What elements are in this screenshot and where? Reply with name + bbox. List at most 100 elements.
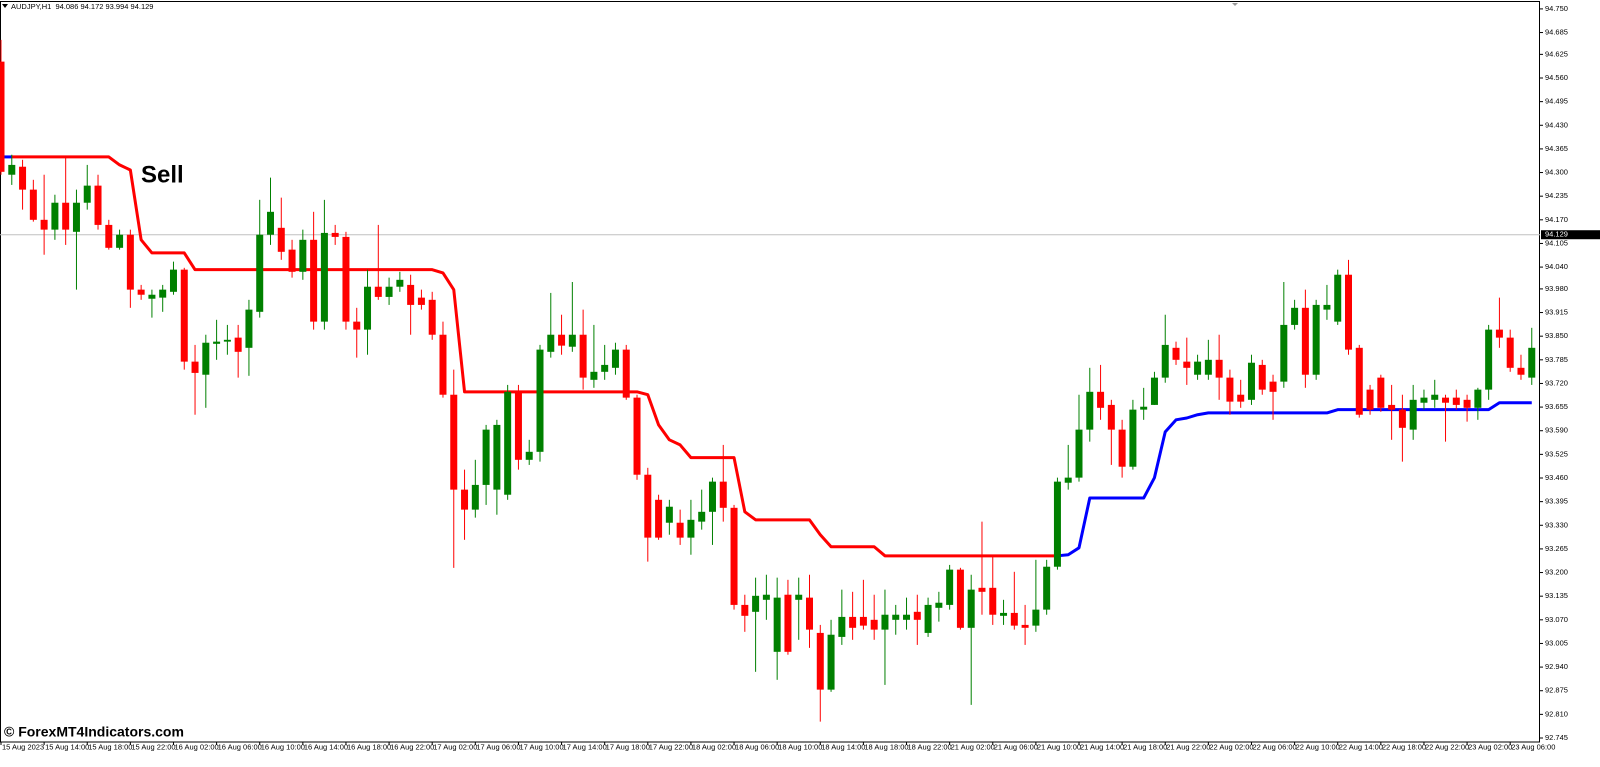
y-tick-label: 93.135 (1545, 591, 1568, 600)
candle-body (795, 594, 803, 600)
candle-body (568, 334, 576, 347)
candle-body (1053, 481, 1061, 567)
candle-body (450, 394, 458, 490)
candle-body (267, 211, 274, 235)
y-tick-label: 93.460 (1545, 473, 1568, 482)
candle-body (202, 342, 210, 375)
candle-body (1129, 409, 1137, 467)
y-tick-label: 93.785 (1545, 355, 1568, 364)
candle-body (665, 506, 673, 523)
candle-body (256, 234, 264, 312)
y-tick-label: 94.560 (1545, 73, 1568, 82)
x-tick-label: 21 Aug 14:00 (1080, 742, 1124, 751)
candle-body (245, 309, 253, 348)
candle-body (83, 185, 91, 203)
candle-body (493, 424, 501, 490)
candle-body (601, 364, 609, 372)
candle-body (1409, 399, 1417, 430)
x-tick-label: 16 Aug 18:00 (347, 742, 391, 751)
candle-body (913, 611, 921, 620)
candle-body (62, 202, 70, 230)
candle-body (1043, 566, 1051, 610)
candle-body (870, 619, 878, 630)
y-tick-label: 93.525 (1545, 449, 1568, 458)
candle-body (213, 341, 221, 344)
candle-body (978, 587, 986, 592)
candle-body (105, 224, 113, 248)
candle-body (1345, 274, 1352, 350)
candle-body (1269, 381, 1277, 392)
candle-body (881, 614, 889, 630)
candle-body (536, 349, 544, 452)
y-tick-label: 93.395 (1545, 497, 1568, 506)
candle-body (892, 614, 900, 620)
candle-body (1398, 409, 1406, 428)
x-tick-label: 17 Aug 02:00 (433, 742, 477, 751)
candle-body (924, 604, 932, 633)
candle-body (838, 616, 846, 637)
candle-body (816, 632, 824, 690)
candle-body (1140, 406, 1148, 410)
y-tick-label: 93.915 (1545, 308, 1568, 317)
candle-body (1485, 329, 1493, 390)
candle-body (72, 202, 80, 232)
candle-body (946, 569, 954, 605)
candle-body (320, 232, 328, 322)
candle-body (353, 321, 361, 330)
candle-body (719, 481, 727, 508)
x-tick-label: 16 Aug 10:00 (261, 742, 305, 751)
y-tick-label: 94.040 (1545, 262, 1568, 271)
candle-body (762, 594, 770, 600)
candle-body (385, 286, 393, 297)
x-tick-label: 22 Aug 06:00 (1252, 742, 1296, 751)
candle-body (1075, 429, 1083, 478)
x-tick-label: 21 Aug 02:00 (951, 742, 995, 751)
candle-body (730, 507, 738, 605)
x-tick-label: 17 Aug 14:00 (563, 742, 607, 751)
candle-body (40, 219, 48, 230)
candle-body (1000, 612, 1008, 616)
y-tick-label: 94.170 (1545, 215, 1568, 224)
x-tick-label: 18 Aug 06:00 (735, 742, 779, 751)
candle-body (29, 189, 37, 220)
candle-body (374, 286, 382, 297)
candle-body (1463, 399, 1471, 408)
x-tick-label: 15 Aug 14:00 (45, 742, 89, 751)
candle-body (169, 269, 177, 292)
candle-body (331, 232, 339, 237)
x-tick-label: 22 Aug 02:00 (1209, 742, 1253, 751)
y-tick-label: 93.070 (1545, 615, 1568, 624)
y-tick-label: 94.625 (1545, 49, 1568, 58)
candle-body (1442, 397, 1450, 403)
candle-body (191, 361, 199, 373)
candle-body (1237, 394, 1245, 402)
candle-body (967, 589, 975, 628)
candle-body (633, 397, 641, 475)
y-tick-label: 93.590 (1545, 426, 1568, 435)
candle-body (590, 371, 598, 380)
candle-body (525, 451, 533, 460)
candle-body (461, 489, 469, 510)
x-tick-label: 22 Aug 18:00 (1382, 742, 1426, 751)
candle-body (1312, 304, 1320, 375)
candle-body (1064, 477, 1072, 483)
x-tick-label: 16 Aug 06:00 (218, 742, 262, 751)
x-tick-label: 21 Aug 18:00 (1123, 742, 1167, 751)
candle-body (396, 279, 404, 287)
candle-body (514, 391, 522, 460)
candle-body (1183, 361, 1191, 368)
watermark: © ForexMT4Indicators.com (4, 724, 184, 740)
x-tick-label: 15 Aug 22:00 (131, 742, 175, 751)
y-tick-label: 92.940 (1545, 662, 1568, 671)
candle-body (1215, 359, 1223, 378)
y-tick-label: 92.810 (1545, 709, 1568, 718)
candle-body (1420, 397, 1428, 403)
y-tick-label: 93.655 (1545, 402, 1568, 411)
candle-body (180, 269, 188, 362)
candle-body (1150, 377, 1158, 405)
candle-body (116, 234, 124, 248)
candle-body (1431, 394, 1439, 400)
candle-body (687, 519, 695, 538)
candle-body (482, 429, 490, 485)
